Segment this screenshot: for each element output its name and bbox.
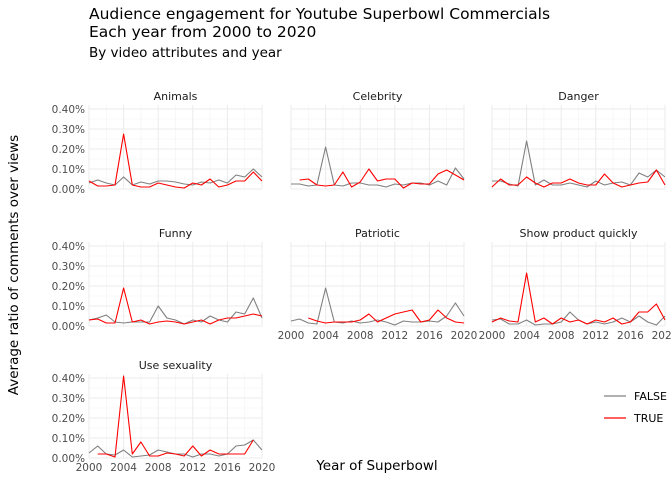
y-tick-label: 0.40% (52, 241, 85, 253)
series-line-false (291, 146, 465, 188)
facet-panel: Celebrity (290, 90, 465, 190)
x-tick-label: 2000 (479, 330, 506, 342)
x-tick-label: 2020 (652, 330, 672, 342)
y-tick-label: 0.20% (52, 144, 85, 156)
chart-title-line-2: Each year from 2000 to 2020 (89, 23, 316, 41)
y-tick-label: 0.20% (52, 281, 85, 293)
y-tick-label: 0.20% (52, 413, 85, 425)
chart-subtitle: By video attributes and year (89, 45, 282, 61)
y-tick-label: 0.10% (52, 301, 85, 313)
x-axis-title: Year of Superbowl (315, 458, 437, 474)
x-tick-label: 2000 (278, 330, 305, 342)
x-tick-label: 2004 (312, 330, 339, 342)
x-tick-label: 2008 (347, 330, 374, 342)
y-tick-label: 0.40% (52, 373, 85, 385)
x-tick-label: 2008 (548, 330, 575, 342)
x-tick-label: 2012 (381, 330, 408, 342)
series-line-true (299, 168, 465, 189)
series-line-true (97, 375, 254, 458)
legend: FALSE TRUE (604, 390, 667, 425)
y-tick-label: 0.00% (52, 321, 85, 333)
series-line-false (88, 168, 263, 186)
series-line-false (290, 287, 465, 326)
facet-panel: Show product quickly 2000 2004 2008 2012 2016… (479, 227, 672, 342)
series-line-false (88, 297, 263, 325)
facet-strip-label: Patriotic (355, 227, 400, 240)
legend-label-true: TRUE (633, 412, 663, 425)
y-tick-label: 0.00% (52, 453, 85, 465)
facet-panel: Patriotic 2000 2004 2008 2012 2016 2020 (278, 227, 478, 342)
x-tick-label: 2020 (249, 462, 276, 474)
x-tick-label: 2016 (214, 462, 241, 474)
x-tick-label: 2020 (451, 330, 478, 342)
x-tick-label: 2004 (110, 462, 137, 474)
x-tick-label: 2016 (416, 330, 443, 342)
facet-panel: Danger (491, 90, 666, 190)
facet-strip-label: Use sexuality (139, 359, 213, 372)
y-tick-label: 0.10% (52, 164, 85, 176)
series-line-true (491, 272, 666, 325)
facet-strip-label: Danger (558, 90, 599, 103)
series-line-true (308, 309, 465, 324)
y-tick-label: 0.10% (52, 433, 85, 445)
legend-label-false: FALSE (634, 390, 667, 403)
y-tick-label: 0.30% (52, 124, 85, 136)
y-tick-label: 0.30% (52, 261, 85, 273)
facet-panel: Animals 0.00% 0.10% 0.20% 0.30% 0.40% (52, 90, 263, 196)
x-tick-label: 2000 (76, 462, 103, 474)
series-line-true (88, 287, 263, 325)
x-tick-label: 2004 (513, 330, 540, 342)
x-tick-label: 2008 (145, 462, 172, 474)
facet-strip-label: Animals (154, 90, 198, 103)
facet-strip-label: Show product quickly (520, 227, 638, 240)
chart-title-line-1: Audience engagement for Youtube Superbow… (89, 5, 550, 23)
series-line-false (492, 140, 666, 188)
facet-strip-label: Funny (159, 227, 193, 240)
facet-panels: Animals 0.00% 0.10% 0.20% 0.30% 0.40% Celebrit… (52, 90, 672, 474)
y-tick-label: 0.30% (52, 393, 85, 405)
facet-panel: Funny 0.00% 0.10% 0.20% 0.30% 0.40% (52, 227, 263, 333)
x-tick-label: 2012 (582, 330, 609, 342)
y-tick-label: 0.00% (52, 184, 85, 196)
x-tick-label: 2016 (617, 330, 644, 342)
series-line-true (88, 133, 263, 189)
facet-panel: Use sexuality 0.00% 0.10% 0.20% 0.30% 0.40% 20… (52, 359, 276, 474)
facet-strip-label: Celebrity (353, 90, 403, 103)
x-tick-label: 2012 (179, 462, 206, 474)
series-line-true (491, 169, 666, 188)
y-axis-title: Average ratio of comments over views (6, 135, 22, 395)
y-tick-label: 0.40% (52, 104, 85, 116)
